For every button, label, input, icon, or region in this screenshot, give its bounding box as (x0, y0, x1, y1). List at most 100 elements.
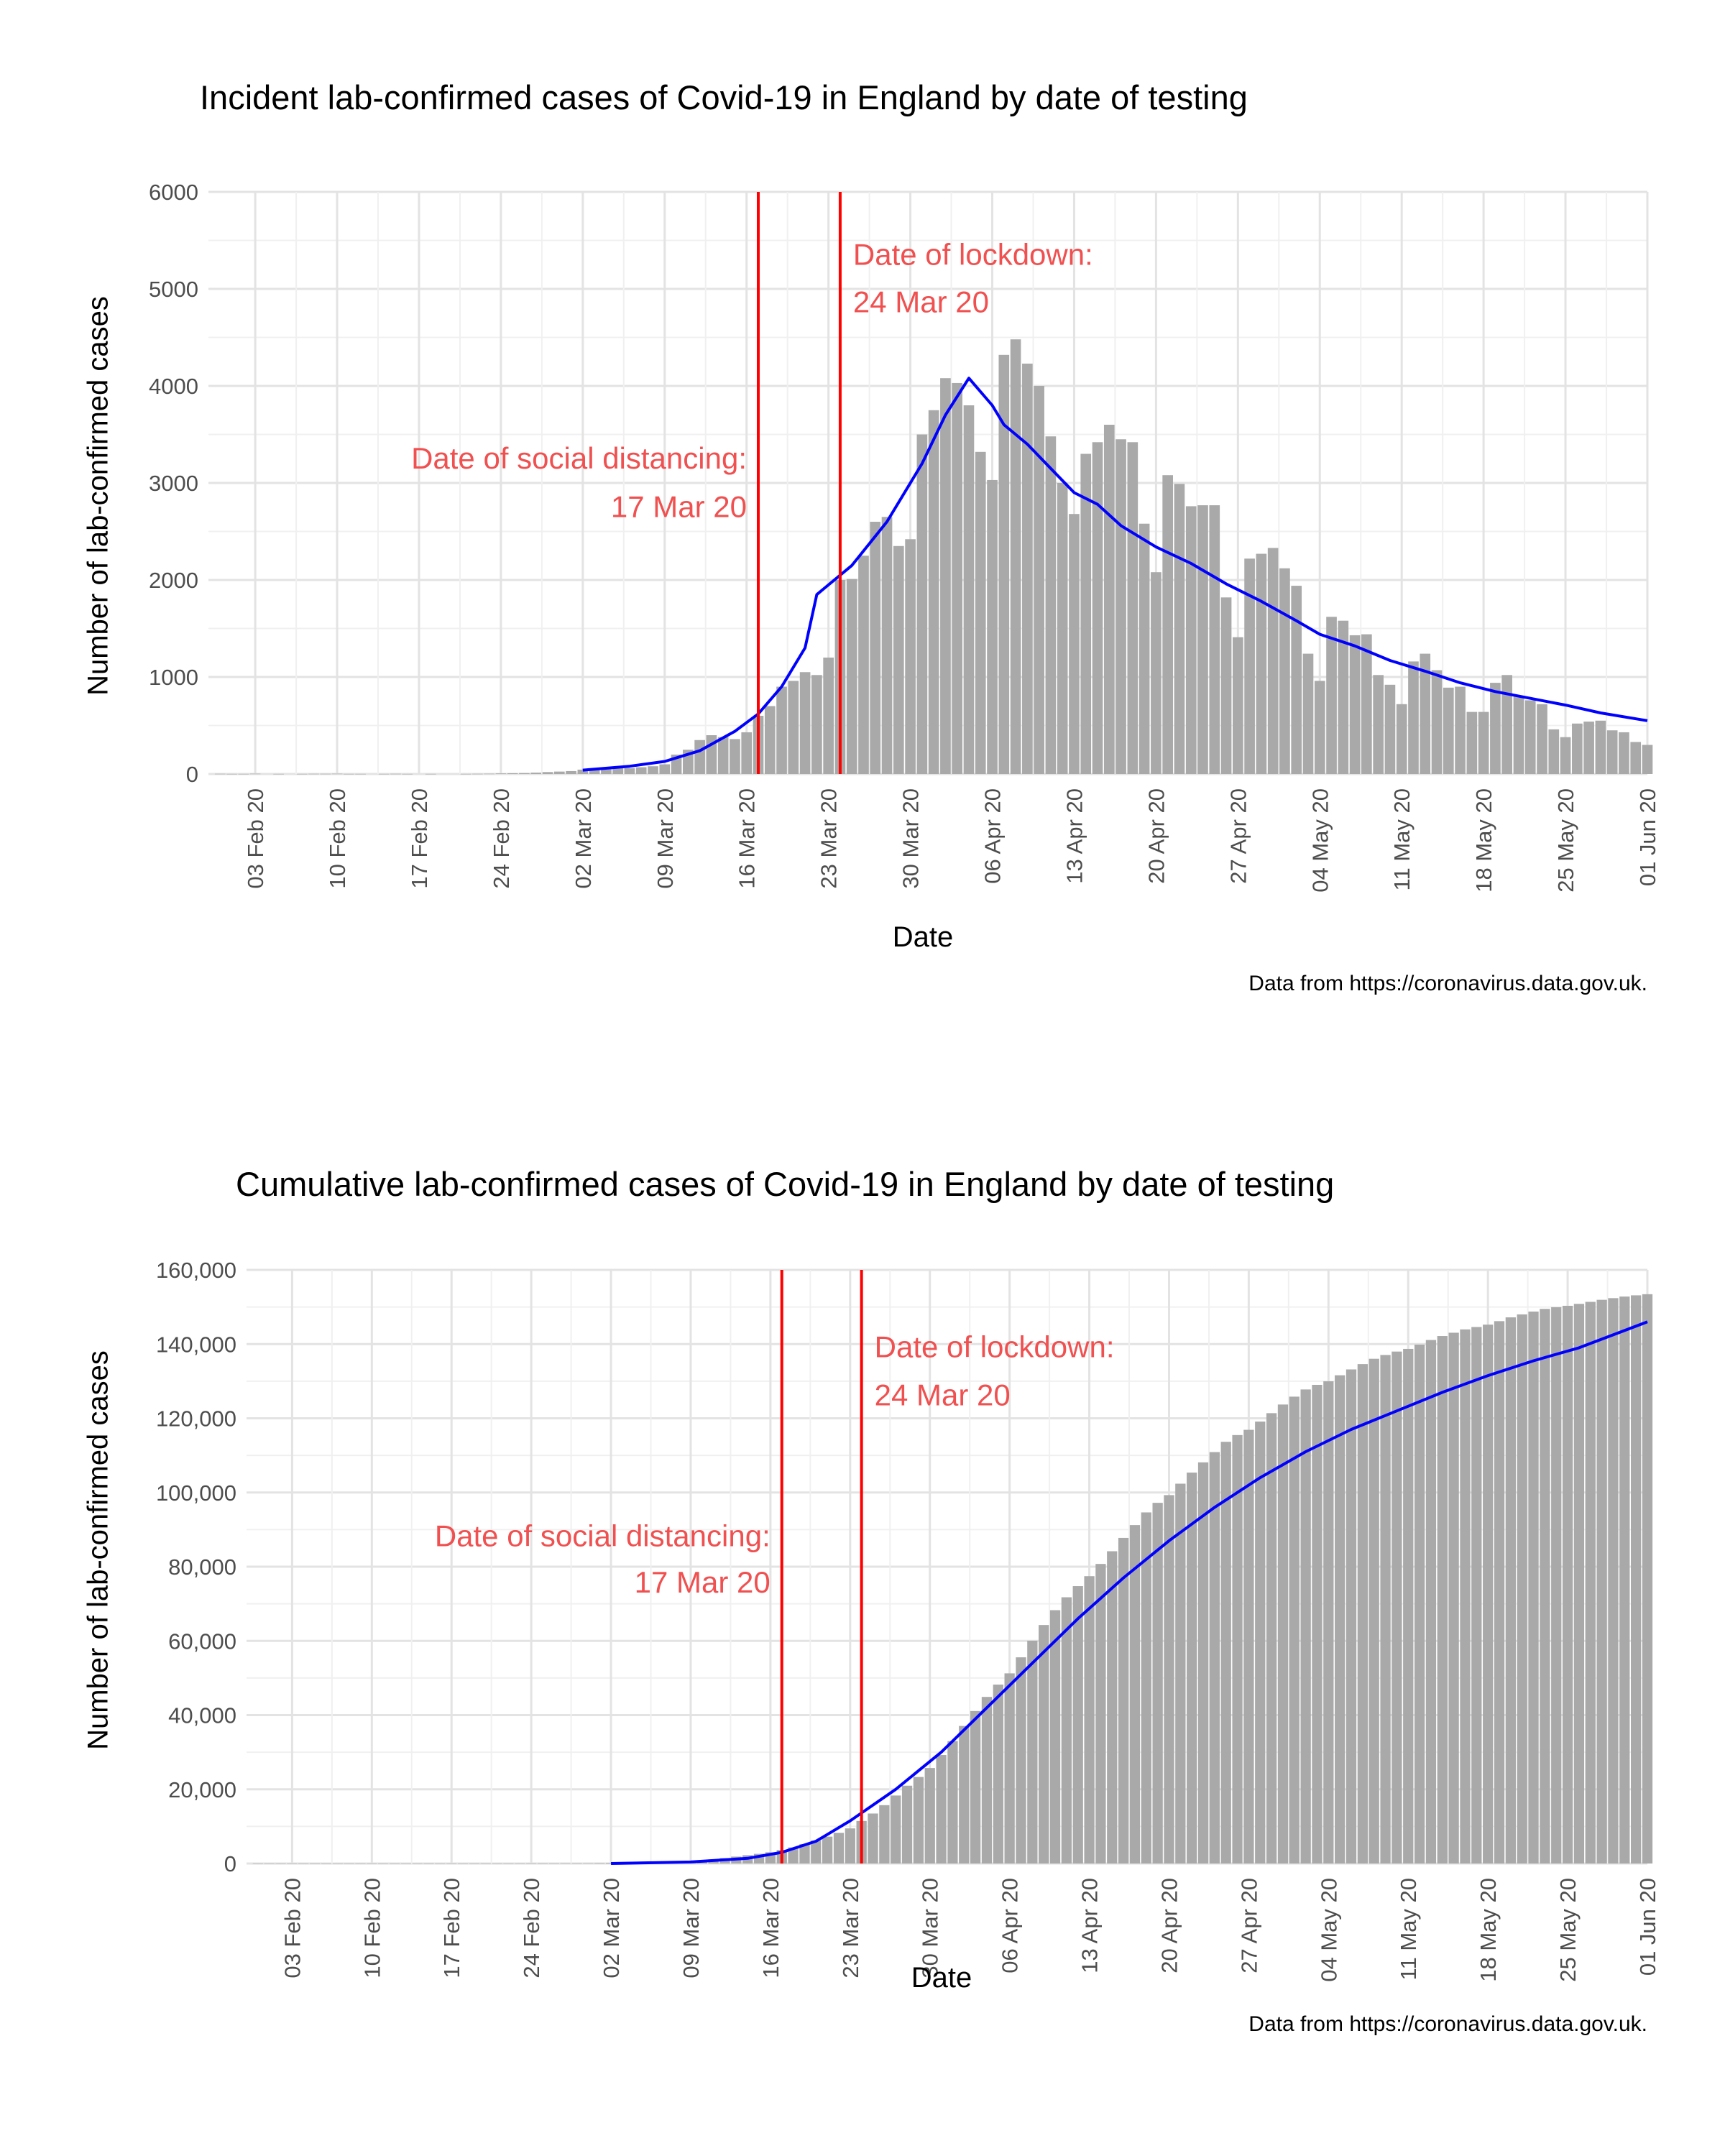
bar (1349, 635, 1361, 774)
bar (1185, 506, 1197, 774)
x-tick-label: 17 Feb 20 (407, 788, 432, 889)
bar (1631, 1295, 1642, 1864)
bar (981, 1697, 993, 1864)
bar (799, 1843, 810, 1864)
y-tick-label: 140,000 (156, 1332, 236, 1357)
bar (1490, 683, 1501, 774)
bar (924, 1768, 935, 1864)
trend-line (582, 377, 1648, 772)
bar (1116, 439, 1126, 774)
cumulative-chart-plot: Date of social distancing: 17 Mar 20 Date … (156, 1258, 1660, 1982)
y-tick-label: 0 (186, 762, 198, 787)
bar (901, 1785, 913, 1864)
bar (1403, 1348, 1414, 1864)
event-label: 17 Mar 20 (611, 489, 747, 523)
bar (1267, 548, 1279, 774)
bars (252, 1294, 1653, 1864)
bar (1414, 1344, 1425, 1864)
bar (635, 767, 647, 774)
bar (1540, 1309, 1550, 1864)
bar (1220, 1442, 1231, 1864)
bar (717, 737, 729, 774)
grid (247, 1268, 1649, 1865)
bar (495, 773, 507, 774)
bar (1220, 597, 1232, 774)
bar (343, 773, 354, 775)
event-label: 17 Mar 20 (635, 1565, 770, 1599)
x-axis-label: Date (892, 921, 954, 953)
bar (605, 1863, 617, 1864)
bar (1466, 711, 1478, 774)
x-tick-label: 04 May 20 (1307, 788, 1333, 893)
bar (1127, 442, 1138, 774)
event-label: Date of lockdown: (853, 237, 1093, 271)
bar (1562, 1305, 1573, 1864)
bar (1092, 442, 1103, 774)
bar (1455, 686, 1466, 774)
bar (1027, 1640, 1038, 1864)
bar (764, 706, 776, 774)
bar (893, 545, 904, 774)
bar (1513, 696, 1524, 774)
bar (1524, 700, 1536, 774)
bar (891, 1795, 901, 1864)
bar (1323, 1381, 1334, 1864)
x-tick-label: 20 Apr 20 (1156, 1878, 1182, 1973)
bar (1277, 1404, 1289, 1864)
x-tick-label: 25 May 20 (1555, 1878, 1581, 1982)
bar (507, 773, 518, 774)
bar (1373, 675, 1384, 774)
bar (355, 773, 366, 775)
bar (308, 773, 319, 775)
bar (1244, 558, 1255, 774)
bar (970, 1710, 981, 1864)
bar (1141, 1512, 1151, 1864)
bar (1129, 1525, 1141, 1864)
x-tick-label: 27 Apr 20 (1225, 788, 1251, 884)
bar (1517, 1314, 1527, 1864)
bar (1483, 1325, 1494, 1864)
bar (1392, 1351, 1402, 1864)
bar (390, 773, 401, 775)
y-tick-label: 40,000 (168, 1703, 236, 1728)
bar (1346, 1369, 1357, 1864)
bar (1595, 720, 1606, 774)
bar (1209, 505, 1220, 774)
bar (1505, 1317, 1516, 1864)
bar (788, 681, 799, 774)
bar (1573, 1304, 1585, 1864)
bar (936, 1755, 947, 1864)
bar (1619, 732, 1629, 774)
bar (553, 771, 565, 774)
x-tick-label: 02 Mar 20 (599, 1878, 624, 1978)
x-tick-label: 25 May 20 (1553, 788, 1578, 893)
bar (993, 1685, 1003, 1864)
bar (1291, 586, 1302, 774)
bar (589, 769, 600, 774)
bar (1016, 1657, 1026, 1864)
bar (947, 1741, 958, 1864)
x-tick-label: 17 Feb 20 (439, 1878, 464, 1978)
bar (1256, 553, 1267, 774)
bar (952, 382, 963, 774)
x-tick-label: 04 May 20 (1316, 1878, 1341, 1982)
bar (583, 1863, 594, 1864)
bar (1107, 1551, 1118, 1864)
bar (1302, 653, 1314, 774)
x-tick-label: 11 May 20 (1389, 788, 1414, 890)
bar (624, 768, 635, 774)
bar (542, 772, 553, 774)
bar (1551, 1307, 1562, 1864)
bar (833, 1833, 845, 1864)
bar (1560, 737, 1571, 774)
x-tick-label: 09 Mar 20 (678, 1878, 704, 1978)
y-tick-label: 5000 (149, 277, 198, 302)
bar (940, 378, 951, 774)
bar (1420, 653, 1431, 774)
bar (1118, 1537, 1129, 1864)
bar (1312, 1384, 1322, 1864)
x-tick-label: 16 Mar 20 (735, 788, 760, 889)
x-tick-label: 03 Feb 20 (280, 1878, 305, 1978)
x-tick-label: 18 May 20 (1476, 1878, 1501, 1982)
bar (1585, 1302, 1596, 1864)
